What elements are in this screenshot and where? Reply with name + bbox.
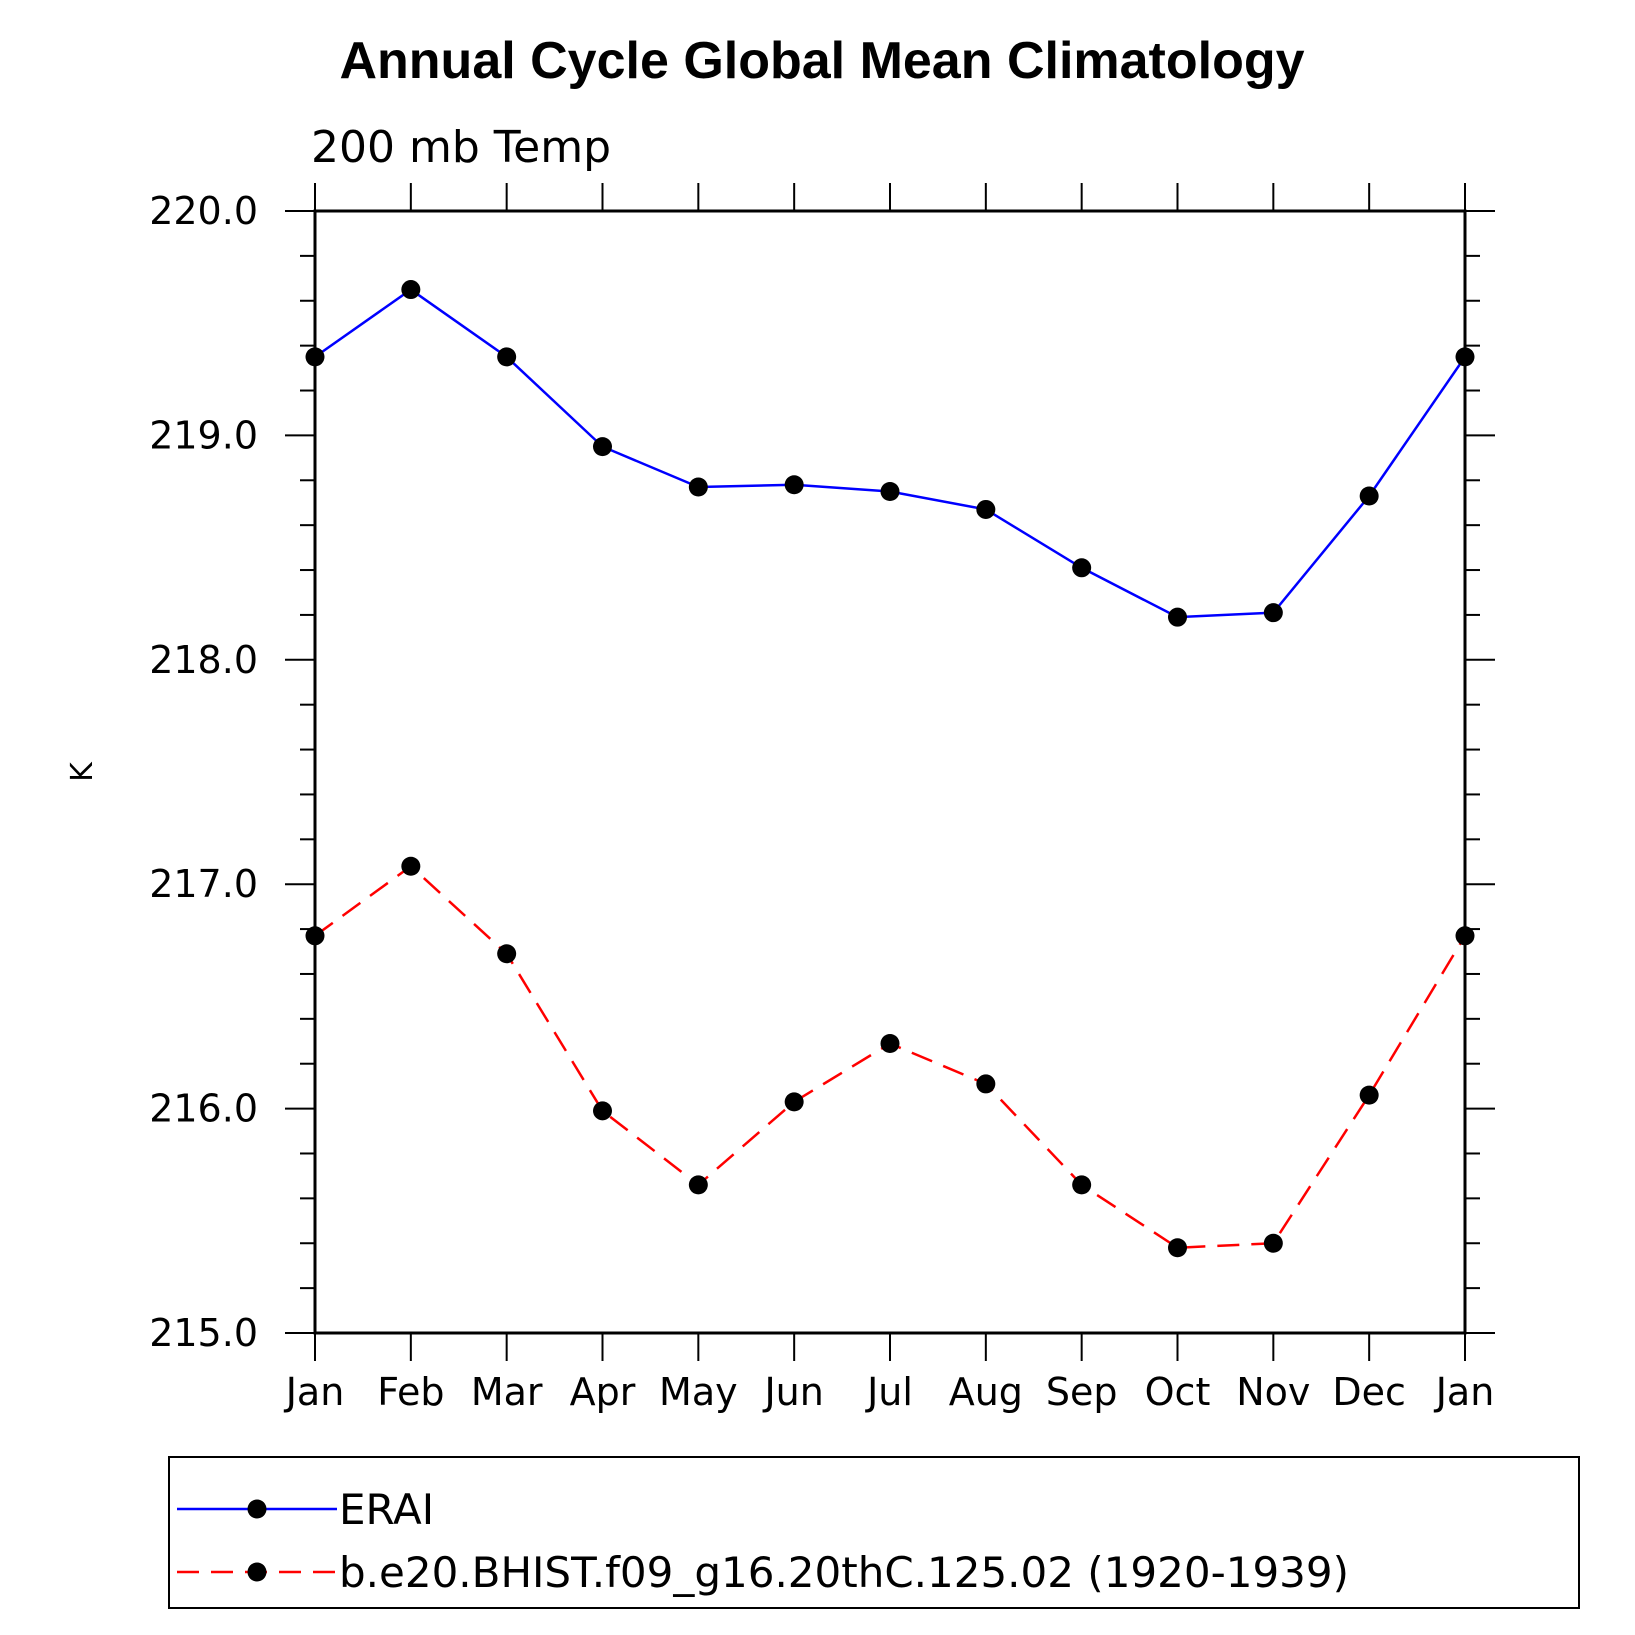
x-tick-label: Nov [1236,1370,1310,1414]
y-tick-label: 220.0 [149,189,258,233]
y-tick-labels: 215.0 216.0 217.0 218.0 219.0 220.0 [149,189,258,1355]
series-2-marker [1263,1233,1283,1253]
series-1-marker [880,482,900,501]
x-tick-label: May [659,1370,738,1414]
series-2-marker [976,1074,996,1094]
x-tick-label: Jan [1434,1370,1495,1414]
legend-box [168,1456,1580,1609]
x-tick-label: Jun [762,1370,823,1414]
series-1-marker [1072,558,1092,578]
chart-title: Annual Cycle Global Mean Climatology [339,32,1304,90]
y-tick-label: 219.0 [149,413,258,457]
y-tick-label: 215.0 [149,1311,258,1355]
series-2-marker [1072,1175,1092,1195]
series-line-1 [314,288,1467,619]
series-1-marker [1455,347,1475,367]
legend-label-1: ERAI [339,1485,434,1534]
series-2-marker [497,944,517,964]
series-2-marker [880,1034,900,1054]
x-tick-label: Feb [377,1370,444,1414]
x-tick-label: Dec [1332,1370,1406,1414]
series-1-marker [497,347,517,367]
x-tick-label: Mar [471,1370,543,1414]
legend-marker-1 [247,1499,267,1519]
series-2-marker [593,1101,612,1121]
legend-label-2: b.e20.BHIST.f09_g16.20thC.125.02 (1920-1… [339,1548,1349,1597]
series-layer [305,280,1475,1258]
series-2-marker [784,1092,804,1112]
series-1-marker [1359,486,1379,506]
series-1-marker [688,477,708,497]
x-tick-label: Jul [865,1370,913,1414]
series-2-marker [688,1175,708,1195]
axes [285,183,1495,1361]
plot-frame [313,209,1467,1335]
series-1-marker [305,347,325,367]
y-tick-label: 216.0 [149,1087,258,1131]
series-1-marker [784,475,804,495]
x-tick-label: Aug [949,1370,1023,1414]
y-tick-label: 218.0 [149,638,258,682]
series-1-marker [401,280,421,300]
legend: ERAI b.e20.BHIST.f09_g16.20thC.125.02 (19… [168,1456,1580,1609]
series-2-marker [1359,1085,1379,1105]
series-1-marker [593,437,612,457]
series-2-marker [1455,926,1475,946]
series-2-marker [1168,1238,1187,1258]
x-tick-label: Oct [1145,1370,1211,1414]
y-axis-label: K [65,761,100,782]
series-line-2 [314,864,1467,1249]
x-tick-label: Sep [1046,1370,1118,1414]
x-tick-label: Apr [570,1370,636,1414]
series-1-marker [976,499,996,519]
series-1-marker [1168,607,1187,627]
x-tick-label: Jan [284,1370,345,1414]
series-2-marker [401,856,421,876]
y-tick-label: 217.0 [149,862,258,906]
series-1-marker [1263,603,1283,623]
chart-subtitle: 200 mb Temp [311,122,611,173]
x-tick-labels: Jan Feb Mar Apr May Jun Jul Aug Sep Oct Nov Dec Jan [284,1370,1495,1414]
legend-marker-2 [247,1562,267,1582]
series-2-marker [305,926,325,946]
legend-entries: ERAI b.e20.BHIST.f09_g16.20thC.125.02 (19… [177,1485,1349,1597]
